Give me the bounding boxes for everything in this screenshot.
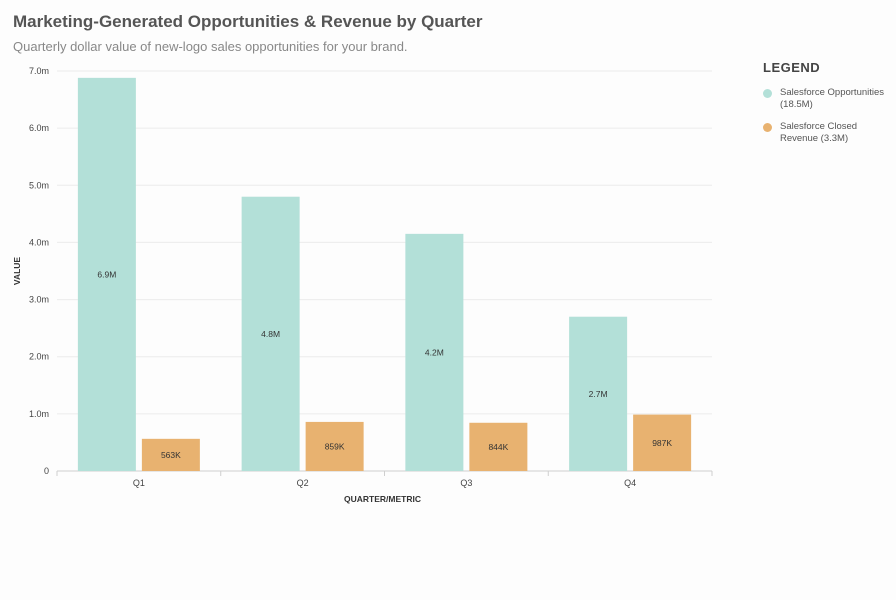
y-tick-label: 2.0m: [29, 352, 49, 362]
data-label: 4.8M: [261, 329, 280, 339]
x-axis-title: QUARTER/METRIC: [344, 494, 421, 504]
legend-item-closed-revenue[interactable]: Salesforce Closed Revenue (3.3M): [763, 121, 893, 145]
legend-title: LEGEND: [763, 60, 821, 75]
x-tick-label: Q1: [133, 478, 145, 488]
chart-title: Marketing-Generated Opportunities & Reve…: [13, 12, 483, 31]
bar-closed-revenue: [469, 422, 528, 471]
y-tick-label: 6.0m: [29, 123, 49, 133]
chart-subtitle: Quarterly dollar value of new-logo sales…: [13, 39, 408, 54]
y-tick-label: 3.0m: [29, 295, 49, 305]
legend-swatch-closed-revenue: [763, 123, 772, 132]
x-tick-label: Q4: [624, 478, 636, 488]
legend-item-opportunities[interactable]: Salesforce Opportunities (18.5M): [763, 87, 893, 111]
bar-opportunities: [77, 77, 136, 471]
legend-label-opportunities: Salesforce Opportunities (18.5M): [780, 87, 885, 110]
bar-opportunities: [569, 316, 628, 471]
y-tick-label: 5.0m: [29, 180, 49, 190]
y-axis-title: VALUE: [12, 257, 22, 286]
data-label: 4.2M: [425, 347, 444, 357]
y-tick-label: 4.0m: [29, 237, 49, 247]
bar-opportunities: [405, 233, 464, 471]
bar-opportunities: [241, 196, 300, 471]
bar-closed-revenue: [633, 414, 692, 471]
y-tick-label: 7.0m: [29, 66, 49, 76]
legend: LEGEND Salesforce Opportunities (18.5M) …: [763, 60, 893, 155]
data-label: 563K: [161, 450, 181, 460]
y-tick-label: 1.0m: [29, 409, 49, 419]
data-label: 2.7M: [589, 389, 608, 399]
y-tick-label: 0: [44, 466, 49, 476]
data-label: 859K: [325, 441, 345, 451]
x-tick-label: Q3: [460, 478, 472, 488]
data-label: 6.9M: [97, 269, 116, 279]
bar-chart: 0 1.0m 2.0m 3.0m 4.0m 5.0m 6.0m 7.0m Q1 6.9M 563K Q…: [12, 66, 713, 504]
bar-closed-revenue: [141, 438, 200, 471]
legend-label-closed-revenue: Salesforce Closed Revenue (3.3M): [780, 121, 858, 144]
data-label: 844K: [488, 442, 508, 452]
data-label: 987K: [652, 438, 672, 448]
bar-closed-revenue: [305, 421, 364, 471]
legend-swatch-opportunities: [763, 89, 772, 98]
x-tick-label: Q2: [297, 478, 309, 488]
